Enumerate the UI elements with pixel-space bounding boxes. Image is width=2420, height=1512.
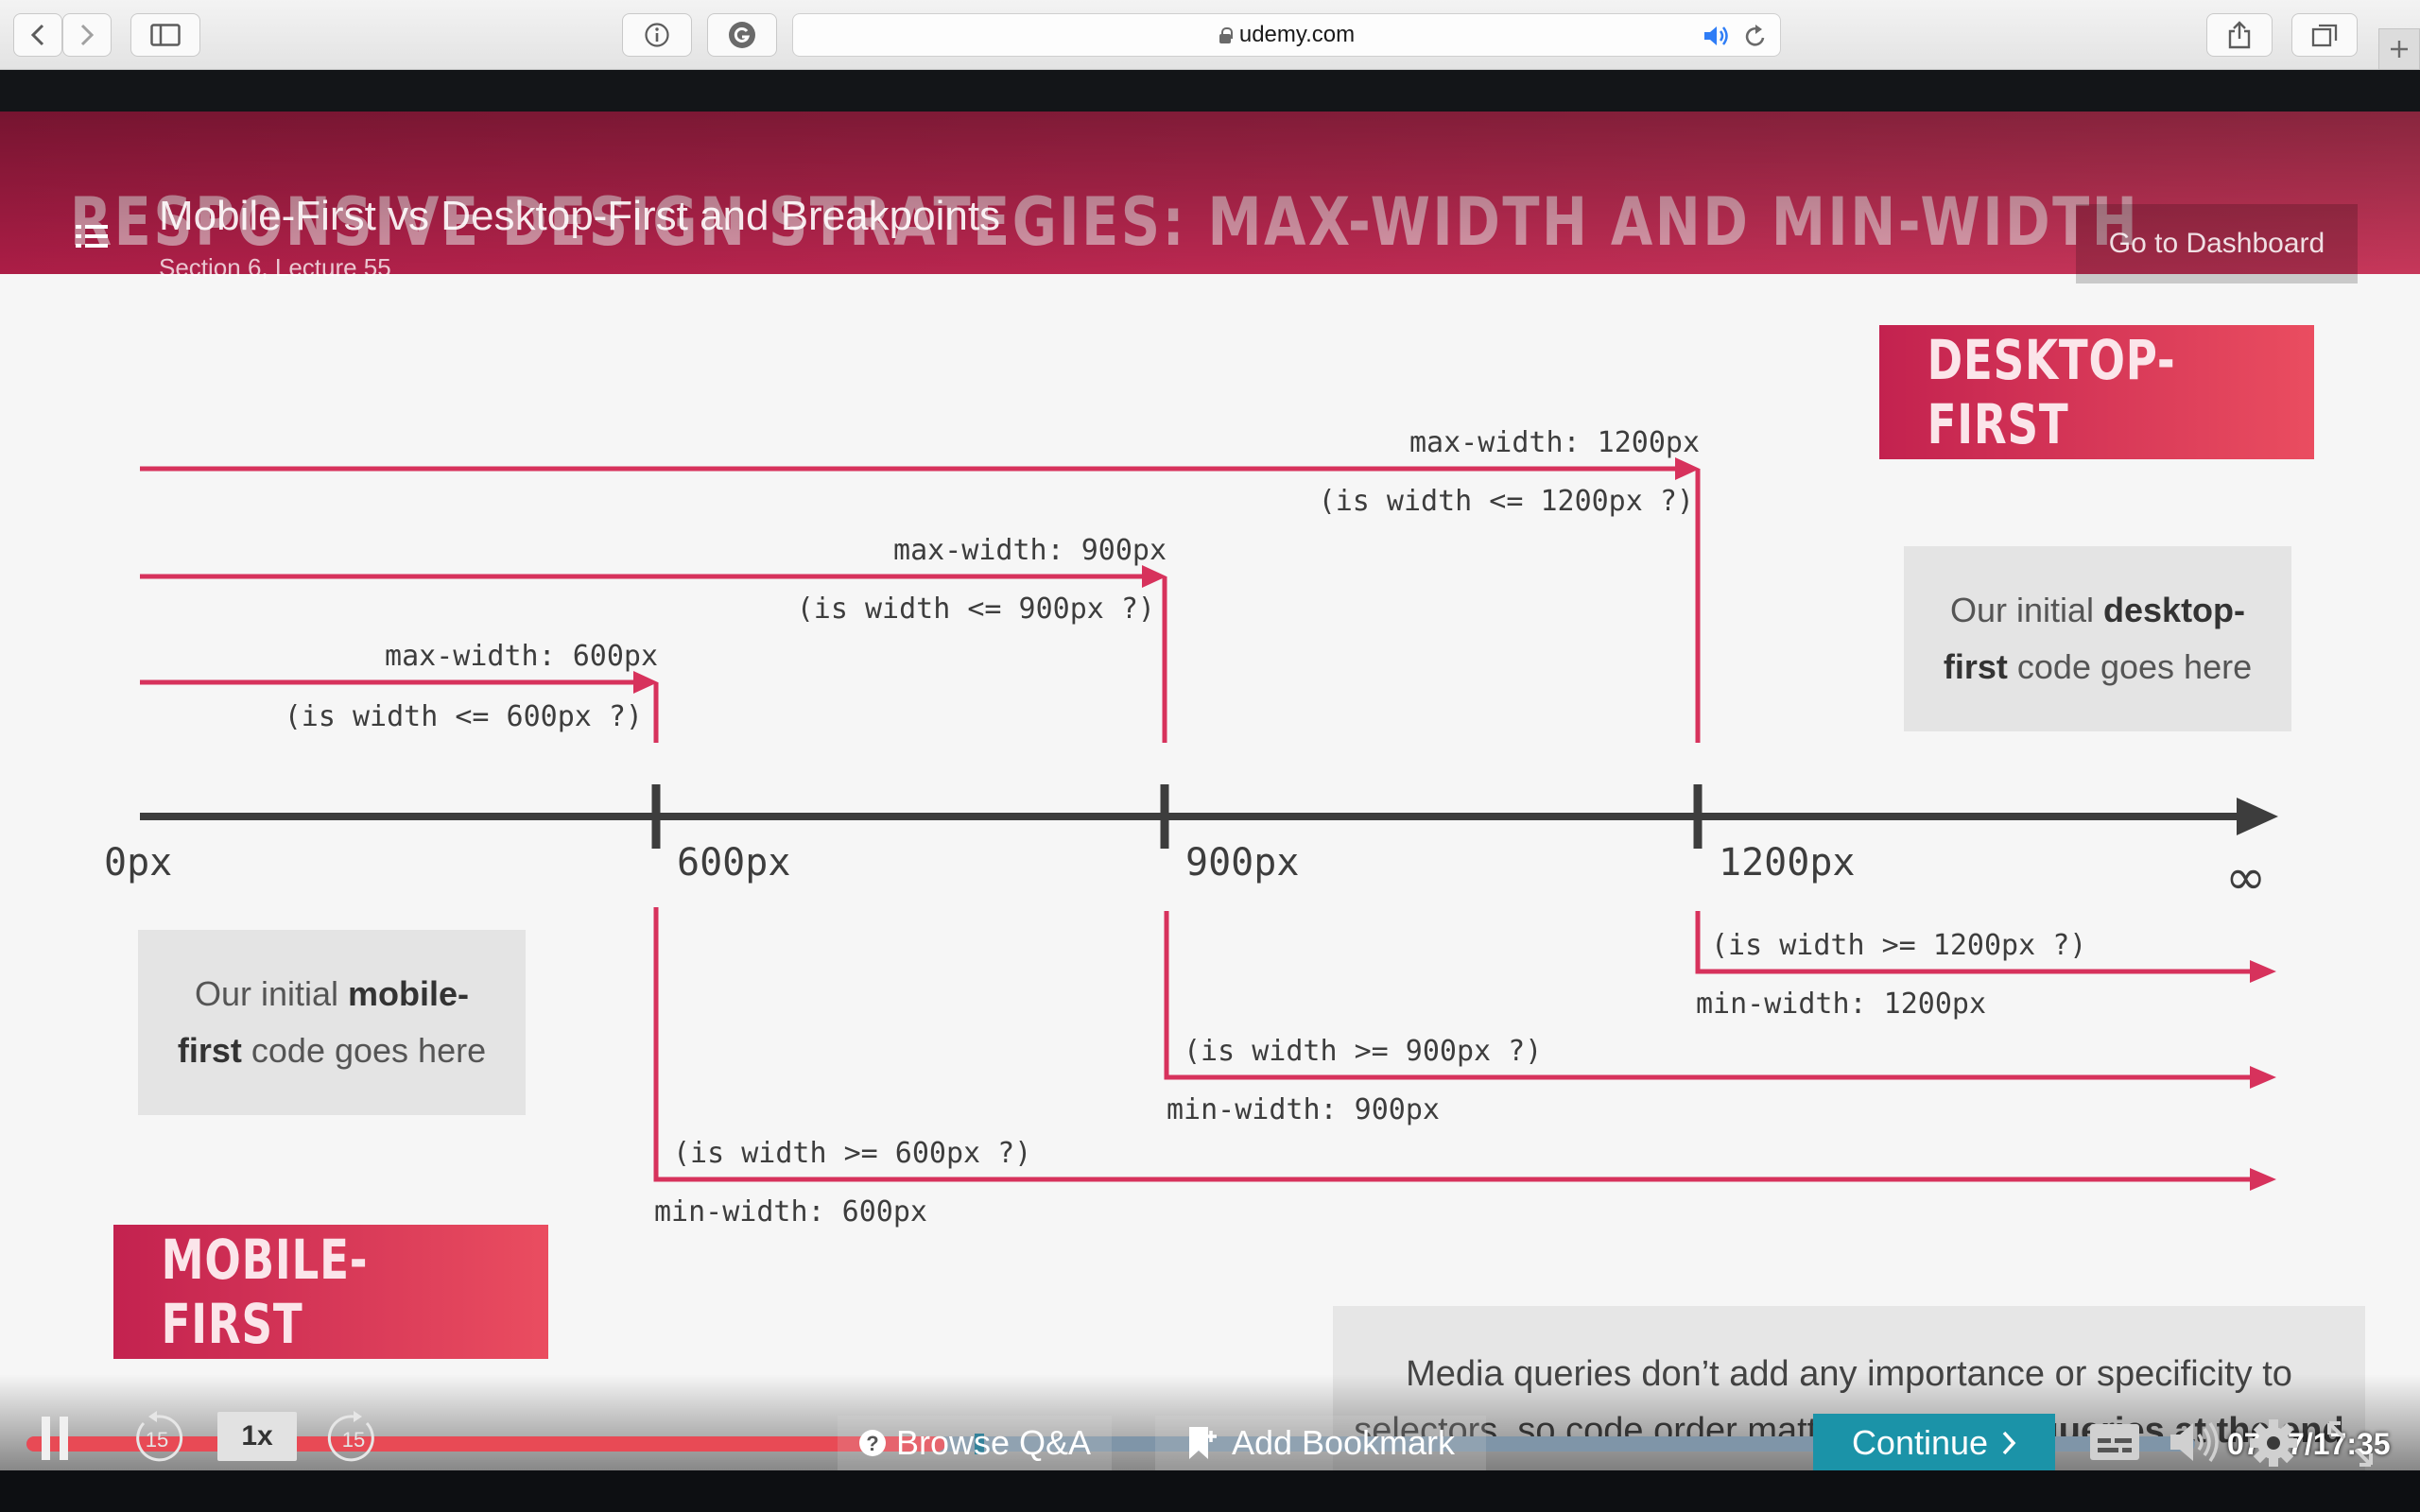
new-tab-button[interactable] bbox=[2378, 28, 2420, 70]
note-line-1: Media queries don’t add any importance o… bbox=[1333, 1346, 2365, 1402]
tabs-icon bbox=[2311, 24, 2338, 47]
svg-text:15: 15 bbox=[146, 1428, 168, 1452]
url-text: udemy.com bbox=[1238, 22, 1356, 47]
max-width-600-arrowhead bbox=[633, 671, 658, 694]
max-width-900-rule: max-width: 900px bbox=[893, 534, 1167, 567]
mobile-first-tag: MOBILE-FIRST bbox=[113, 1225, 548, 1359]
address-bar[interactable]: udemy.com bbox=[792, 13, 1781, 57]
rewind-15-button[interactable]: 15 bbox=[129, 1410, 185, 1467]
curriculum-menu-icon[interactable] bbox=[76, 221, 108, 251]
min-width-600-question: (is width >= 600px ?) bbox=[673, 1137, 1031, 1170]
desktop-first-code-box: Our initial desktop-first code goes here bbox=[1904, 546, 2291, 731]
continue-button[interactable]: Continue bbox=[1813, 1414, 2055, 1472]
lecture-title: Mobile-First vs Desktop-First and Breakp… bbox=[159, 193, 1001, 239]
reload-button[interactable] bbox=[1744, 14, 1767, 58]
settings-button[interactable] bbox=[2248, 1418, 2299, 1469]
go-to-dashboard-button[interactable]: Go to Dashboard bbox=[2076, 204, 2358, 284]
grammarly-button[interactable] bbox=[707, 13, 777, 57]
lecture-subtitle: Section 6, Lecture 55 bbox=[159, 253, 391, 282]
axis-arrowhead bbox=[2237, 798, 2278, 835]
desktop-first-tag: DESKTOP-FIRST bbox=[1879, 325, 2314, 459]
sidebar-button[interactable] bbox=[130, 13, 200, 57]
max-width-900-arrowhead bbox=[1142, 565, 1167, 588]
min-width-1200-arrowhead bbox=[2250, 960, 2276, 983]
max-width-600-arrow bbox=[140, 679, 659, 743]
forward-15-button[interactable]: 15 bbox=[325, 1410, 382, 1467]
info-icon bbox=[645, 23, 669, 47]
forward-icon: 15 bbox=[327, 1411, 374, 1462]
browse-qa-button[interactable]: ? Browse Q&A bbox=[838, 1416, 1112, 1470]
min-width-1200-question: (is width >= 1200px ?) bbox=[1711, 929, 2086, 962]
svg-text:?: ? bbox=[866, 1432, 878, 1455]
player-title-overlay bbox=[0, 112, 2420, 274]
question-circle-icon: ? bbox=[858, 1430, 886, 1456]
speaker-icon bbox=[1704, 26, 1728, 45]
bottom-letterbox bbox=[0, 1470, 2420, 1512]
min-width-900-arrow bbox=[1164, 911, 2257, 1080]
gear-icon bbox=[2250, 1419, 2297, 1467]
min-width-900-arrowhead bbox=[2250, 1066, 2276, 1089]
min-width-600-arrow bbox=[653, 907, 2257, 1182]
chevron-left-icon bbox=[30, 24, 44, 46]
captions-icon bbox=[2090, 1424, 2139, 1460]
bookmark-marker[interactable] bbox=[975, 1434, 985, 1454]
axis-label-0px: 0px bbox=[104, 841, 172, 885]
chevron-right-icon bbox=[2002, 1431, 2016, 1455]
info-button[interactable] bbox=[622, 13, 692, 57]
min-width-1200-rule: min-width: 1200px bbox=[1696, 988, 1986, 1021]
sidebar-icon bbox=[150, 24, 181, 46]
chevron-right-icon bbox=[80, 24, 95, 46]
breakpoint-diagram: 0px 600px 900px 1200px ∞ max-width: 600p… bbox=[104, 426, 2278, 1228]
mobile-first-code-box: Our initial mobile-first code goes here bbox=[138, 930, 526, 1115]
tabs-overview-button[interactable] bbox=[2291, 13, 2358, 57]
min-width-1200-arrow bbox=[1695, 911, 2257, 974]
slide-heading: RESPONSIVE DESIGN STRATEGIES: MAX-WIDTH … bbox=[70, 183, 2139, 261]
fullscreen-button[interactable] bbox=[2325, 1419, 2375, 1469]
playback-speed-button[interactable]: 1x bbox=[217, 1412, 297, 1461]
browser-toolbar: udemy.com bbox=[0, 0, 2420, 70]
share-button[interactable] bbox=[2206, 13, 2273, 57]
axis-label-600px: 600px bbox=[677, 841, 790, 885]
min-width-600-arrowhead bbox=[2250, 1168, 2276, 1191]
max-width-1200-question: (is width <= 1200px ?) bbox=[1319, 485, 1694, 518]
min-width-900-question: (is width >= 900px ?) bbox=[1184, 1035, 1542, 1068]
max-width-900-arrow bbox=[140, 574, 1167, 743]
volume-button[interactable] bbox=[2169, 1418, 2221, 1467]
fullscreen-icon bbox=[2327, 1421, 2373, 1467]
svg-text:15: 15 bbox=[342, 1428, 365, 1452]
rewind-icon: 15 bbox=[136, 1411, 183, 1462]
video-player[interactable]: RESPONSIVE DESIGN STRATEGIES: MAX-WIDTH … bbox=[0, 70, 2420, 1470]
volume-icon bbox=[2170, 1421, 2219, 1463]
audio-playing-button[interactable] bbox=[1703, 14, 1731, 58]
pause-icon bbox=[42, 1417, 68, 1460]
slide-header-band bbox=[0, 112, 2420, 274]
grammarly-icon bbox=[729, 22, 755, 48]
min-width-600-rule: min-width: 600px bbox=[654, 1195, 927, 1228]
lock-icon bbox=[1219, 26, 1233, 43]
max-width-600-question: (is width <= 600px ?) bbox=[285, 700, 643, 733]
max-width-1200-arrow bbox=[140, 466, 1701, 743]
max-width-1200-arrowhead bbox=[1675, 457, 1700, 480]
plus-icon bbox=[2391, 41, 2408, 58]
back-button[interactable] bbox=[13, 13, 62, 57]
bookmark-add-icon bbox=[1188, 1427, 1217, 1459]
forward-button[interactable] bbox=[62, 13, 112, 57]
pause-button[interactable] bbox=[36, 1412, 74, 1465]
axis-label-900px: 900px bbox=[1185, 841, 1299, 885]
axis-label-1200px: 1200px bbox=[1719, 841, 1856, 885]
share-icon bbox=[2228, 21, 2251, 49]
add-bookmark-button[interactable]: Add Bookmark bbox=[1155, 1416, 1486, 1470]
captions-button[interactable] bbox=[2089, 1421, 2140, 1463]
video-letterbox bbox=[0, 70, 2420, 112]
min-width-900-rule: min-width: 900px bbox=[1167, 1093, 1440, 1126]
max-width-900-question: (is width <= 900px ?) bbox=[797, 593, 1155, 626]
max-width-600-rule: max-width: 600px bbox=[385, 640, 658, 673]
max-width-1200-rule: max-width: 1200px bbox=[1409, 426, 1700, 459]
axis-label-infinity: ∞ bbox=[2225, 850, 2266, 906]
reload-icon bbox=[1745, 25, 1765, 46]
